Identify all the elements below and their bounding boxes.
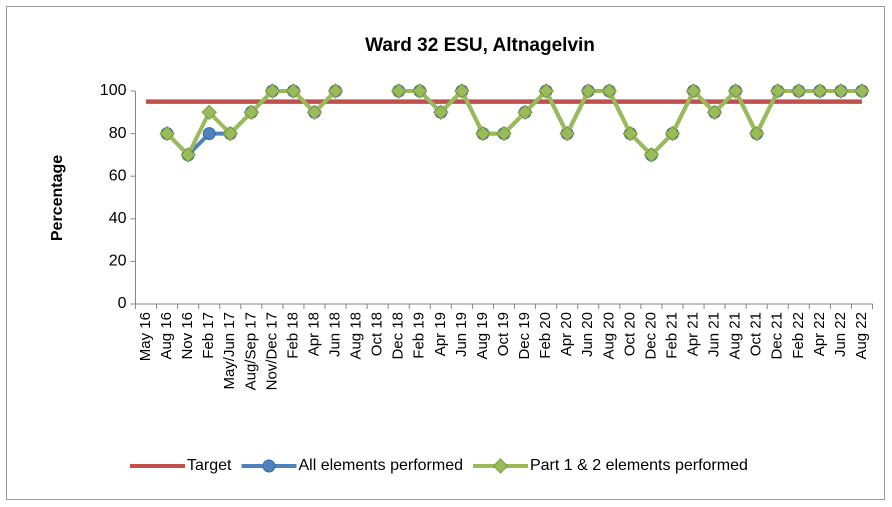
point: [517, 104, 533, 121]
x-tick-label: Apr 22: [811, 312, 828, 356]
point: [264, 83, 281, 99]
x-tick-label: Oct 20: [621, 312, 638, 356]
x-tick-label: Jun 18: [327, 312, 344, 357]
point: [243, 104, 260, 121]
point: [854, 83, 870, 99]
point: [285, 83, 302, 99]
x-tick-label: Apr 21: [684, 312, 701, 356]
point: [222, 125, 238, 142]
legend: Target All elements performed Part 1 & 2 e…: [130, 457, 748, 474]
point: [622, 125, 639, 142]
legend-marker: [262, 459, 276, 473]
point: [391, 83, 407, 99]
x-tick-label: Aug 21: [727, 312, 744, 360]
point: [727, 83, 744, 99]
point: [770, 83, 786, 99]
legend-marker: [492, 458, 509, 474]
x-tick-label: Jun 20: [579, 312, 596, 357]
point: [791, 83, 807, 99]
legend-label: All elements performed: [298, 457, 463, 474]
x-tick-label: Dec 21: [769, 312, 786, 360]
x-tick-label: Aug 18: [348, 312, 365, 360]
y-axis-label: Percentage: [49, 155, 66, 241]
x-tick-label: Apr 20: [558, 312, 575, 356]
point: [559, 125, 575, 142]
point: [327, 83, 344, 99]
point: [433, 104, 449, 121]
x-tick-label: Jun 22: [832, 312, 849, 357]
x-tick-label: Aug 19: [474, 312, 491, 360]
point: [412, 83, 428, 99]
chart-border: [6, 6, 885, 500]
legend-label: Target: [187, 457, 232, 474]
point: [202, 127, 216, 141]
x-tick-label: Feb 18: [284, 312, 301, 359]
point: [601, 83, 617, 99]
point: [664, 125, 681, 142]
point: [685, 83, 702, 99]
y-tick-label: 100: [100, 82, 127, 99]
point: [538, 83, 554, 99]
x-tick-label: Oct 19: [495, 312, 512, 356]
x-tick-label: Feb 19: [411, 312, 428, 359]
x-tick-label: Oct 18: [369, 312, 386, 356]
x-tick-label: Feb 20: [537, 312, 554, 359]
y-tick-label: 20: [109, 253, 127, 270]
point: [454, 83, 470, 99]
x-tick-label: Jun 19: [453, 312, 470, 357]
x-tick-label: May/Jun 17: [221, 312, 238, 390]
x-tick-label: Dec 19: [516, 312, 533, 360]
point: [306, 104, 323, 121]
x-tick-label: Feb 22: [790, 312, 807, 359]
point: [748, 125, 765, 142]
point: [159, 125, 175, 142]
x-tick-label: Feb 17: [200, 312, 217, 359]
legend-label: Part 1 & 2 elements performed: [530, 457, 748, 474]
x-tick-label: Oct 21: [748, 312, 765, 356]
x-tick-label: Aug 22: [853, 312, 870, 360]
x-tick-label: Dec 20: [642, 312, 659, 360]
point: [833, 83, 849, 99]
y-tick-label: 60: [109, 167, 127, 184]
chart-title: Ward 32 ESU, Altnagelvin: [365, 35, 595, 56]
point: [580, 83, 596, 99]
point: [706, 104, 723, 121]
y-tick-label: 40: [109, 210, 127, 227]
point: [180, 147, 196, 163]
x-tick-label: Feb 21: [663, 312, 680, 359]
y-tick-label: 0: [118, 295, 127, 312]
x-tick-label: Apr 18: [305, 312, 322, 356]
x-tick-label: Nov/Dec 17: [263, 312, 280, 390]
y-tick-label: 80: [109, 125, 127, 142]
x-tick-label: Nov 16: [179, 312, 196, 360]
point: [201, 104, 217, 121]
x-tick-label: Jun 21: [706, 312, 723, 357]
point: [812, 83, 828, 99]
x-tick-label: Dec 18: [390, 312, 407, 360]
x-tick-label: May 16: [137, 312, 154, 361]
x-tick-label: Apr 19: [432, 312, 449, 356]
point: [496, 125, 512, 142]
x-tick-label: Aug 20: [600, 312, 617, 360]
x-tick-label: Aug/Sep 17: [242, 312, 259, 390]
point: [643, 147, 660, 163]
x-tick-label: Aug 16: [158, 312, 175, 360]
point: [475, 125, 491, 142]
